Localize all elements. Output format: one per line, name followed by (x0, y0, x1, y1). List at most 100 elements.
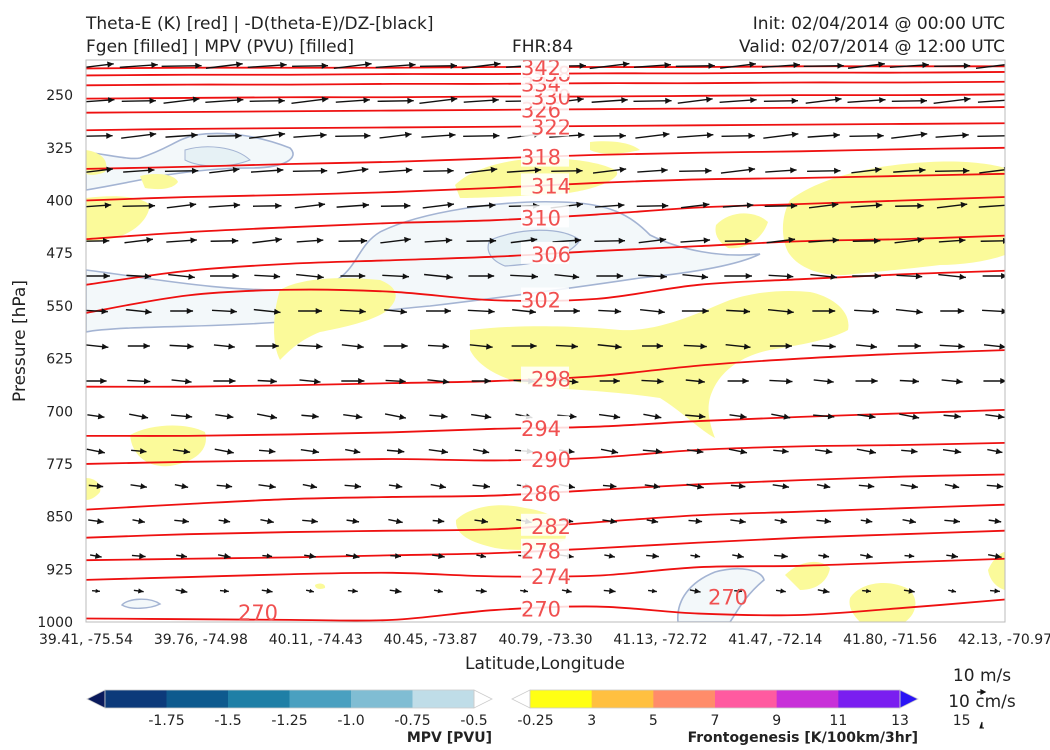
wind-vector (380, 236, 411, 244)
wind-vector (129, 413, 149, 420)
wind-vector (133, 588, 144, 594)
y-tick-label: 550 (46, 299, 73, 315)
colorbar-tick-label: 3 (587, 713, 596, 729)
wind-vector (121, 97, 156, 104)
wind-vector (761, 62, 800, 69)
x-tick-label: 41.47, -72.14 (728, 632, 822, 648)
wind-vector (677, 96, 713, 104)
wind-vector (862, 588, 872, 594)
wind-vector (564, 624, 570, 627)
wind-vector (724, 272, 753, 280)
wind-vector (897, 342, 921, 350)
wind-vector (814, 448, 833, 455)
fgen-region (86, 196, 150, 242)
wind-vector (975, 64, 1005, 70)
wind-vector (428, 448, 449, 455)
wind-vector (679, 167, 712, 174)
wind-vector (677, 132, 714, 139)
wind-vector (935, 132, 969, 139)
x-tick-label: 40.11, -74.43 (269, 632, 363, 648)
wind-vector (219, 623, 229, 628)
wind-vector (688, 518, 703, 525)
wind-vector (889, 62, 929, 69)
wind-vector (163, 96, 200, 104)
colorbar-swatch (530, 690, 593, 708)
wind-vector (603, 587, 616, 595)
wind-vector (941, 378, 963, 385)
theta-e-label: 270 (708, 585, 748, 609)
wind-vector (810, 273, 838, 280)
wind-vector (899, 413, 920, 420)
wind-vector (635, 131, 670, 139)
wind-vector (938, 273, 966, 280)
wind-vector (720, 61, 756, 69)
wind-vector (934, 167, 970, 174)
x-axis-ticks: 39.41, -75.54 39.76, -74.98 40.11, -74.43 4… (39, 632, 1050, 648)
wind-vector (807, 167, 841, 174)
wind-vector (640, 308, 665, 315)
wind-vector (392, 624, 400, 628)
wind-vector (208, 202, 241, 209)
wind-vector (642, 342, 664, 350)
wind-vector (461, 61, 501, 70)
wind-vector (987, 448, 1003, 455)
wind-vector (211, 308, 237, 315)
wind-vector (305, 588, 314, 593)
wind-vector (216, 483, 233, 490)
wind-vector (992, 624, 998, 627)
wind-vector (944, 518, 961, 525)
wind-vector (982, 308, 1005, 315)
wind-vector (600, 448, 619, 455)
theta-e-label-bg (521, 366, 569, 389)
wind-vector (977, 99, 1005, 103)
wind-vector (209, 166, 240, 174)
wind-vector (299, 378, 321, 385)
wind-vector (383, 342, 408, 350)
wind-vector (207, 132, 242, 139)
wind-vector (774, 518, 788, 524)
wind-vector (719, 97, 757, 104)
wind-vector (121, 131, 157, 139)
colorbar-tick-label: -1.75 (148, 713, 184, 729)
colorbar-swatch (228, 690, 290, 708)
wind-vector (734, 624, 743, 629)
wind-vector (847, 61, 885, 69)
mpv-region (86, 200, 761, 333)
wind-vector (471, 413, 492, 420)
wind-vector (380, 202, 411, 209)
wind-vector (254, 273, 281, 280)
wind-vector (86, 308, 108, 315)
wind-vector (675, 62, 715, 69)
wind-vector (987, 553, 1002, 560)
wind-vector (847, 97, 886, 104)
colorbar-swatch (351, 690, 413, 708)
wind-vector (166, 237, 197, 244)
wind-vector (345, 448, 361, 455)
wind-vector (388, 483, 403, 490)
wind-vector (88, 483, 104, 490)
wind-vector (764, 202, 798, 209)
colorbar-tick-label: -0.25 (517, 713, 553, 729)
x-tick-label: 39.76, -74.98 (154, 632, 248, 648)
wind-vector (424, 237, 453, 244)
wind-vector (170, 413, 193, 420)
wind-vector (421, 132, 456, 139)
wind-vector (433, 588, 443, 594)
wind-vector (939, 343, 965, 350)
wind-vector (901, 448, 918, 455)
wind-vector (92, 624, 101, 629)
theta-e-label: 294 (521, 417, 561, 441)
wind-vector (855, 343, 878, 350)
wind-vector (465, 166, 498, 174)
wind-vector (463, 132, 500, 139)
wind-vector (166, 201, 197, 209)
wind-vector (855, 377, 878, 385)
theta-e-label: 318 (521, 146, 561, 170)
y-tick-label: 850 (46, 510, 73, 526)
theta-e-label-bg (521, 596, 569, 619)
wind-vector (520, 624, 529, 629)
wind-vector (292, 62, 329, 69)
wind-vector (472, 448, 490, 455)
wind-vector (86, 343, 109, 350)
